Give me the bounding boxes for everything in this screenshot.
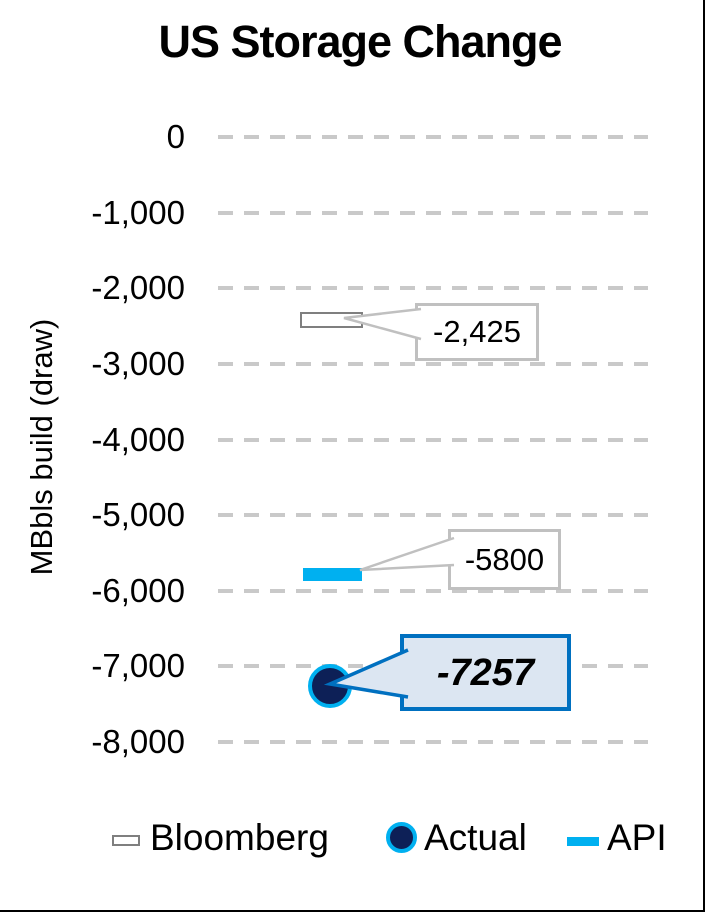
y-tick-label: -6,000 xyxy=(91,572,185,609)
gridline xyxy=(218,589,648,593)
pointer-api-outline xyxy=(359,536,455,572)
marker-bloomberg xyxy=(300,312,363,328)
legend-swatch-bloomberg xyxy=(112,835,140,846)
legend-swatch-api xyxy=(567,837,599,846)
gridline xyxy=(218,135,648,139)
y-tick-label: -2,000 xyxy=(91,269,185,306)
y-tick-label: -5,000 xyxy=(91,496,185,533)
y-tick-label: -7,000 xyxy=(91,647,185,684)
callout-api-value: -5800 xyxy=(448,529,561,590)
callout-actual-value: -7257 xyxy=(400,634,571,711)
y-tick-label: -4,000 xyxy=(91,421,185,458)
marker-api xyxy=(303,568,362,581)
gridline xyxy=(218,740,648,744)
marker-actual xyxy=(308,664,352,708)
legend-swatch-actual xyxy=(386,822,417,853)
legend-label-actual: Actual xyxy=(424,817,527,858)
gridline xyxy=(218,438,648,442)
y-tick-label: -8,000 xyxy=(91,723,185,760)
y-tick-label: 0 xyxy=(166,118,185,155)
legend: Bloomberg Actual API xyxy=(0,808,703,868)
legend-label-bloomberg: Bloomberg xyxy=(150,817,329,858)
gridline xyxy=(218,211,648,215)
gridline xyxy=(218,362,648,366)
y-tick-label: -1,000 xyxy=(91,194,185,231)
gridline xyxy=(218,513,648,517)
gridline xyxy=(218,286,648,290)
legend-label-api: API xyxy=(607,817,667,858)
chart-title: US Storage Change xyxy=(158,16,562,67)
pointer-api xyxy=(360,538,454,570)
callout-bloomberg-value: -2,425 xyxy=(415,303,539,361)
y-tick-label: -3,000 xyxy=(91,345,185,382)
